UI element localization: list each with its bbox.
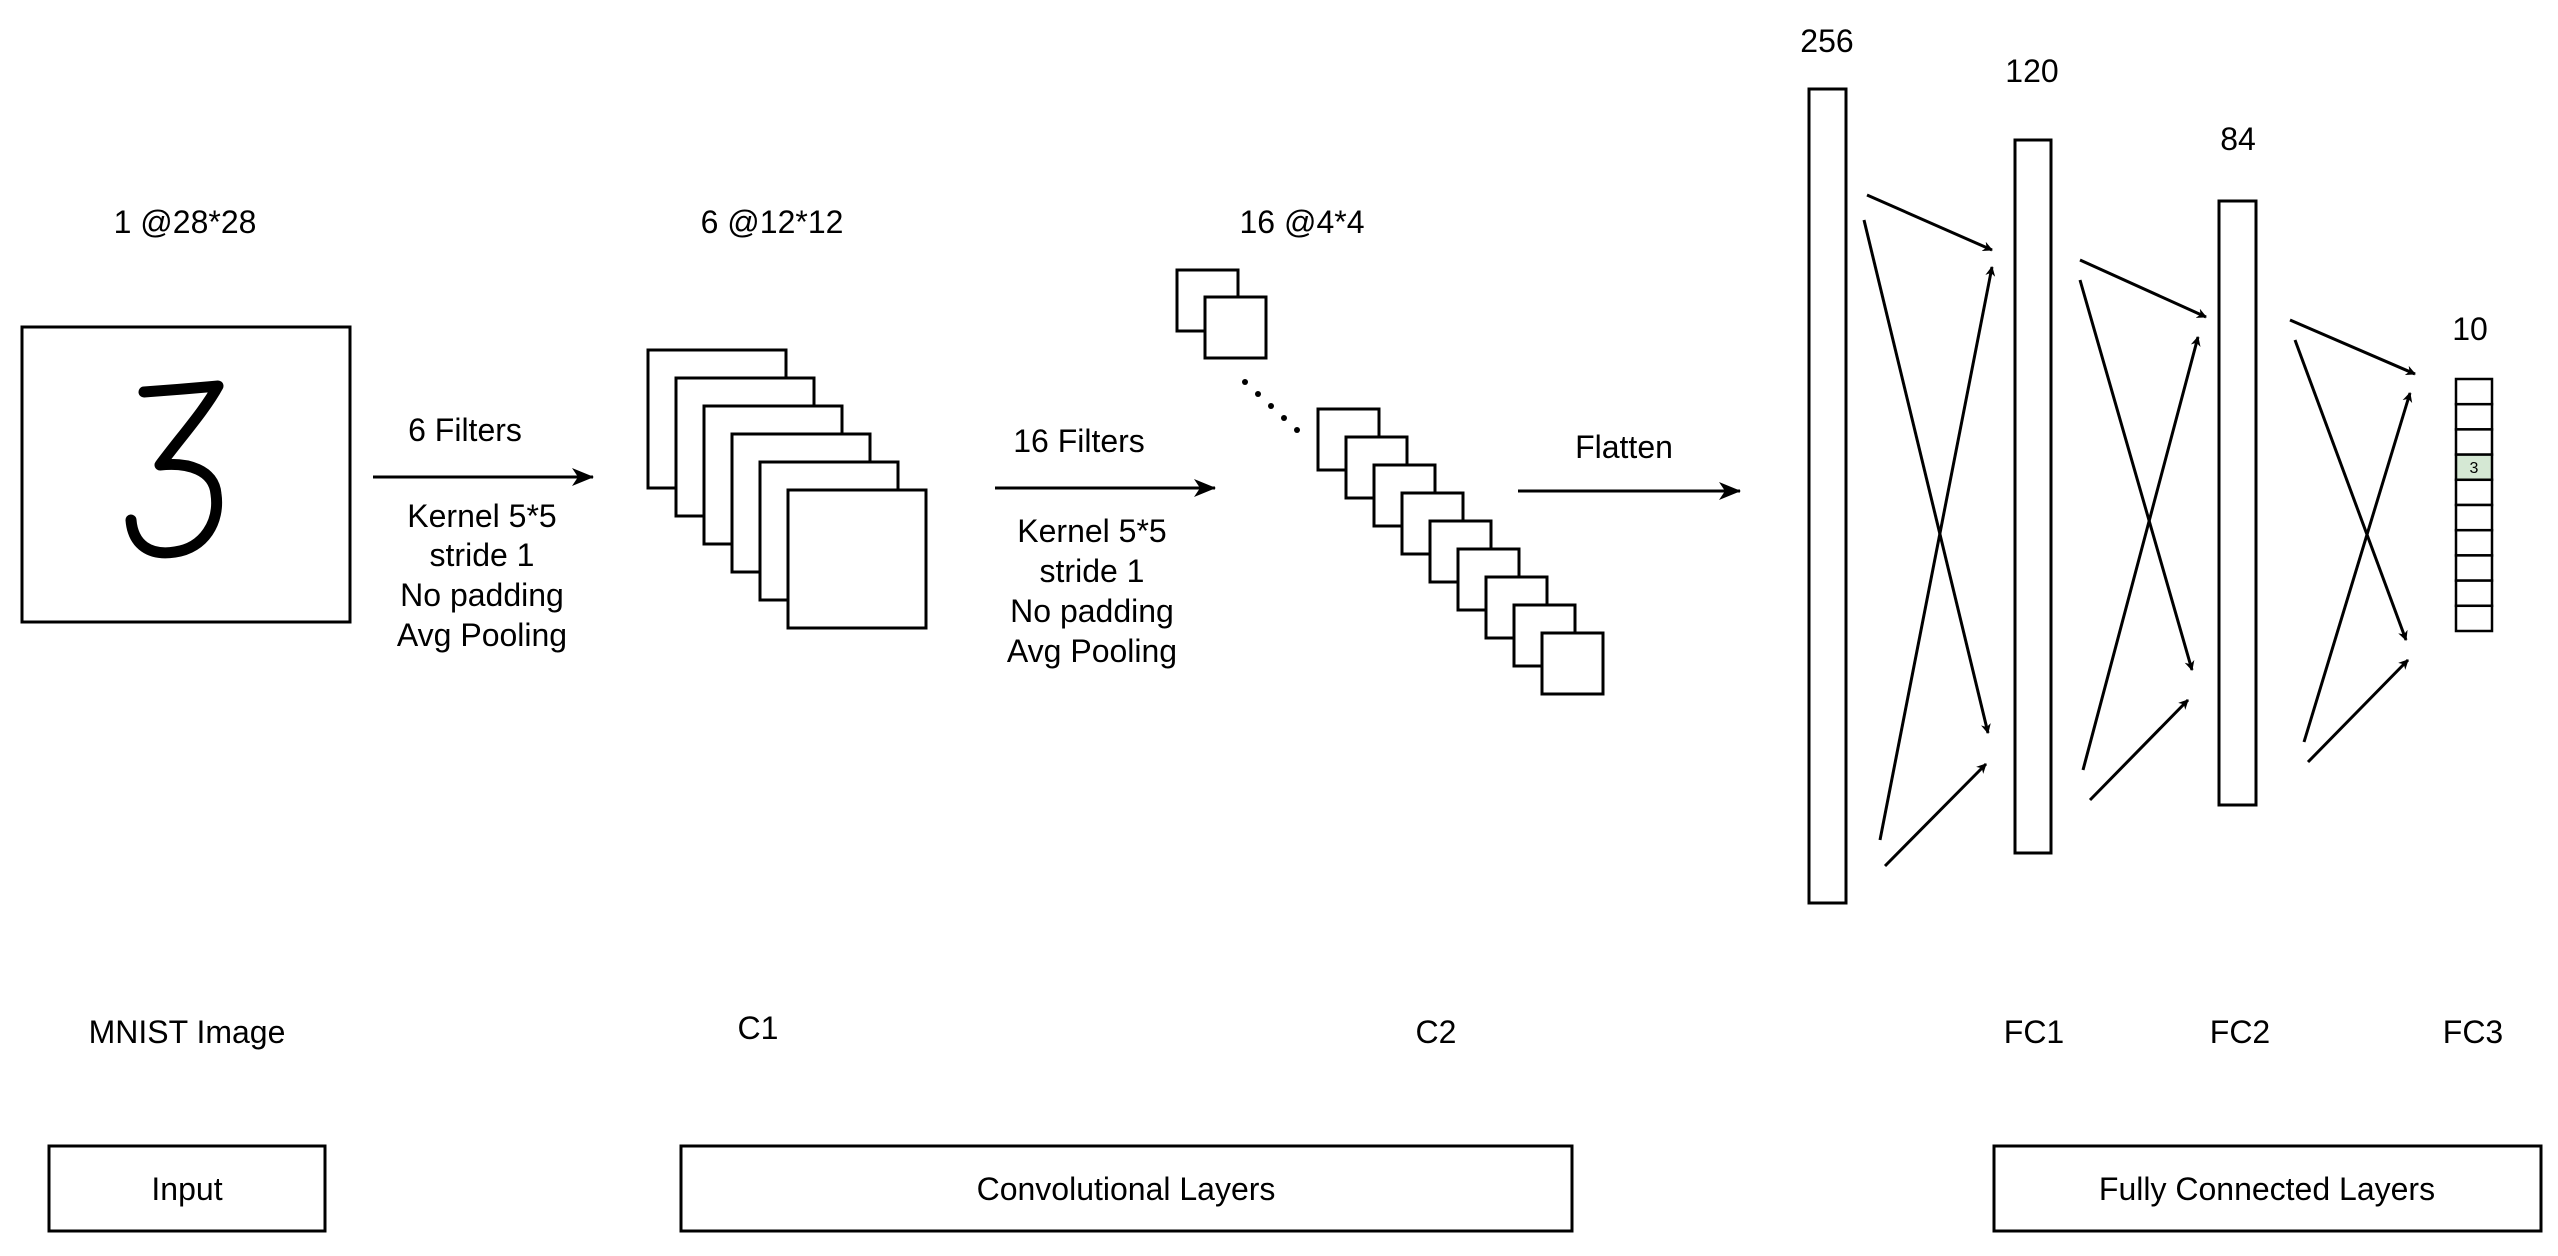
c1-feature-map: [786, 488, 928, 630]
op2-kernel-label: Kernel 5*5: [1017, 513, 1166, 549]
fc3-cell: [2454, 377, 2494, 406]
fc1-size-label: 120: [2005, 53, 2058, 89]
op2-filters-label: 16 Filters: [1013, 423, 1145, 459]
digit-three-drawing: [125, 380, 224, 559]
c2-caption: C2: [1416, 1014, 1457, 1050]
mnist-image-frame: [20, 325, 352, 624]
fc3-cell: [2454, 478, 2494, 507]
connection-arrows: [1862, 193, 2416, 868]
fc-group-label: Fully Connected Layers: [2099, 1171, 2435, 1207]
fc3-cell: [2454, 554, 2494, 582]
op2-padding-label: No padding: [1010, 593, 1174, 629]
conv-group-label: Convolutional Layers: [977, 1171, 1276, 1207]
op1-kernel-label: Kernel 5*5: [407, 498, 556, 534]
c1-dims-label: 6 @12*12: [701, 204, 844, 240]
op1-filters-label: 6 Filters: [408, 412, 522, 448]
fc1-caption: FC1: [2004, 1014, 2064, 1050]
fc3-highlighted-cell-label: 3: [2470, 460, 2479, 477]
op1-padding-label: No padding: [400, 577, 564, 613]
ellipsis-dots: [1242, 379, 1300, 433]
mnist-image-caption: MNIST Image: [89, 1014, 286, 1050]
input-group-label: Input: [151, 1171, 222, 1207]
fc1-layer-bar: [2013, 138, 2053, 855]
fc2-size-label: 84: [2220, 121, 2256, 157]
op2-pooling-label: Avg Pooling: [1007, 633, 1177, 669]
flatten-label: Flatten: [1575, 429, 1673, 465]
fc3-output-vector: 3: [2454, 377, 2494, 633]
fc3-caption: FC3: [2443, 1014, 2503, 1050]
input-dims-label: 1 @28*28: [114, 204, 257, 240]
c2-feature-map: [1203, 295, 1268, 360]
fc3-cell: [2454, 604, 2494, 633]
c1-feature-map-stack: [646, 348, 928, 630]
fc3-cell: [2454, 528, 2494, 557]
fc3-size-label: 10: [2452, 311, 2488, 347]
fc3-cell: [2454, 402, 2494, 431]
fc2-caption: FC2: [2210, 1014, 2270, 1050]
fc3-cell: [2454, 579, 2494, 608]
conv-group-box: [679, 1144, 1574, 1233]
fc3-cell: [2454, 503, 2494, 532]
fc-group-box: [1992, 1144, 2543, 1233]
fc2-layer-bar: [2217, 199, 2258, 807]
op1-pooling-label: Avg Pooling: [397, 617, 567, 653]
c2-feature-map: [1540, 631, 1605, 696]
c2-feature-map-stack: [1175, 268, 1605, 696]
fc3-cell: [2454, 428, 2494, 456]
c1-caption: C1: [738, 1010, 779, 1046]
input-group-box: [47, 1144, 327, 1233]
flat-layer-size-label: 256: [1800, 23, 1853, 59]
op2-stride-label: stride 1: [1040, 553, 1145, 589]
flat-layer-bar: [1807, 87, 1848, 905]
op1-stride-label: stride 1: [430, 537, 535, 573]
c2-dims-label: 16 @4*4: [1239, 204, 1364, 240]
